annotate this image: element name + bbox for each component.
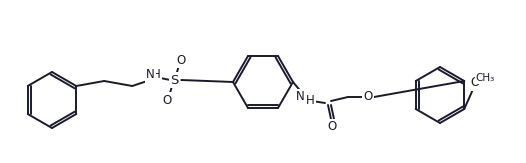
Text: O: O [327, 120, 337, 133]
Text: CH₃: CH₃ [476, 73, 495, 83]
Text: N: N [146, 68, 155, 82]
Text: O: O [363, 89, 372, 103]
Text: H: H [152, 68, 160, 82]
Text: N: N [296, 90, 305, 104]
Text: O: O [163, 94, 172, 106]
Text: S: S [170, 74, 178, 87]
Text: O: O [177, 53, 186, 67]
Text: H: H [306, 95, 315, 108]
Text: O: O [471, 76, 480, 89]
